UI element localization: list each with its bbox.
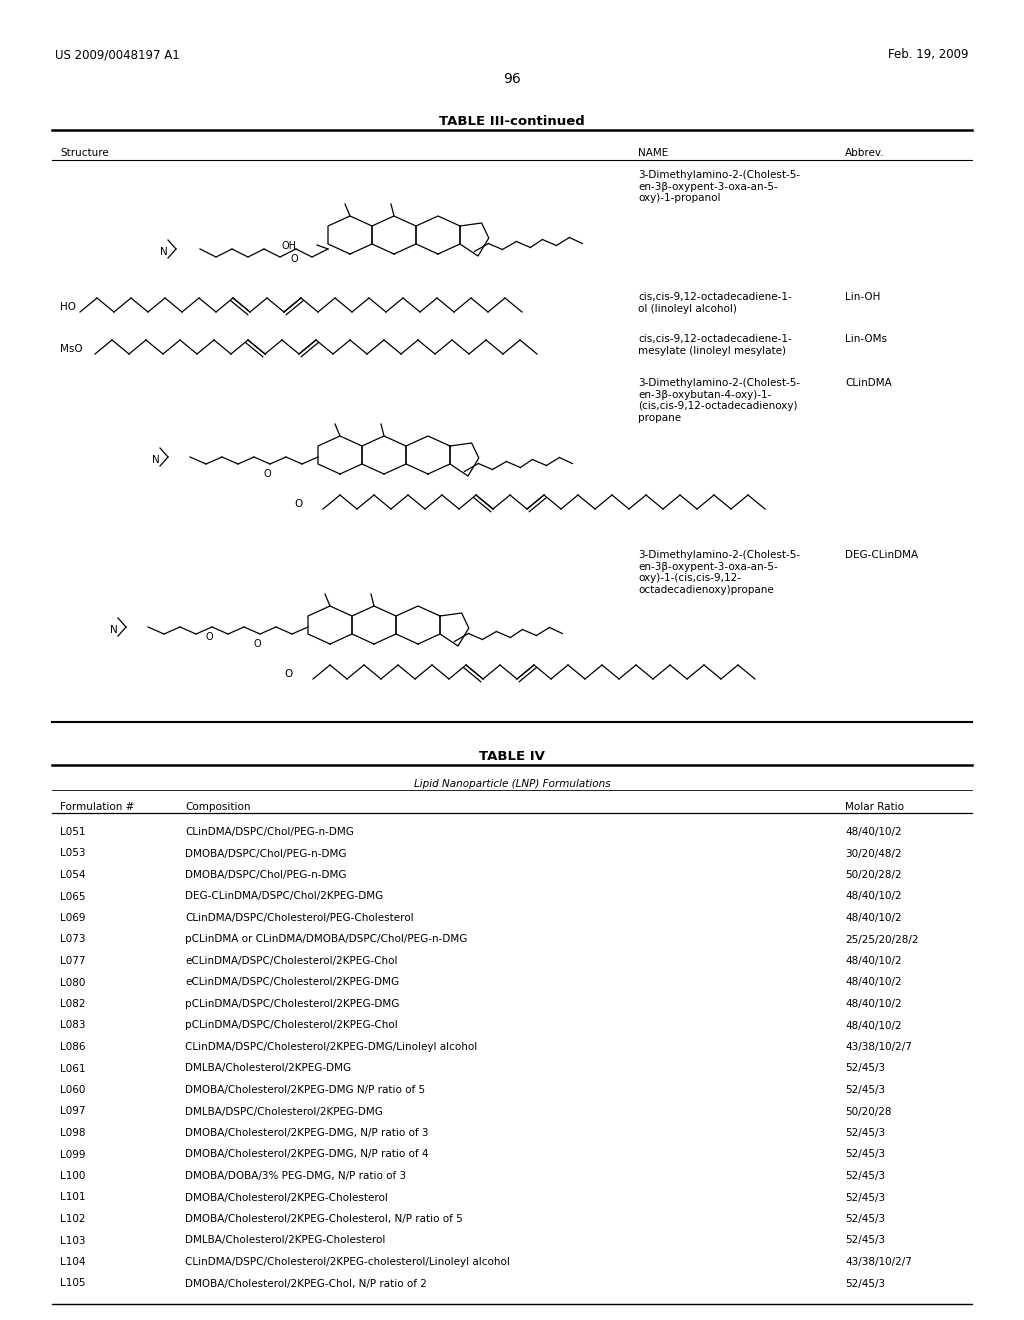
- Text: 43/38/10/2/7: 43/38/10/2/7: [845, 1041, 912, 1052]
- Text: Composition: Composition: [185, 803, 251, 812]
- Text: DMOBA/DSPC/Chol/PEG-n-DMG: DMOBA/DSPC/Chol/PEG-n-DMG: [185, 849, 346, 858]
- Text: eCLinDMA/DSPC/Cholesterol/2KPEG-Chol: eCLinDMA/DSPC/Cholesterol/2KPEG-Chol: [185, 956, 397, 966]
- Text: O: O: [263, 469, 270, 479]
- Text: 3-Dimethylamino-2-(Cholest-5-
en-3β-oxypent-3-oxa-an-5-
oxy)-1-propanol: 3-Dimethylamino-2-(Cholest-5- en-3β-oxyp…: [638, 170, 800, 203]
- Text: cis,cis-9,12-octadecadiene-1-
ol (linoleyl alcohol): cis,cis-9,12-octadecadiene-1- ol (linole…: [638, 292, 792, 314]
- Text: 48/40/10/2: 48/40/10/2: [845, 913, 901, 923]
- Text: 50/20/28/2: 50/20/28/2: [845, 870, 901, 880]
- Text: CLinDMA: CLinDMA: [845, 378, 892, 388]
- Text: 52/45/3: 52/45/3: [845, 1192, 885, 1203]
- Text: L086: L086: [60, 1041, 85, 1052]
- Text: L080: L080: [60, 978, 85, 987]
- Text: L065: L065: [60, 891, 85, 902]
- Text: L103: L103: [60, 1236, 85, 1246]
- Text: O: O: [290, 253, 298, 264]
- Text: 48/40/10/2: 48/40/10/2: [845, 891, 901, 902]
- Text: Lin-OMs: Lin-OMs: [845, 334, 887, 345]
- Text: L098: L098: [60, 1129, 85, 1138]
- Text: DMOBA/Cholesterol/2KPEG-Chol, N/P ratio of 2: DMOBA/Cholesterol/2KPEG-Chol, N/P ratio …: [185, 1279, 427, 1288]
- Text: Lin-OH: Lin-OH: [845, 292, 881, 302]
- Text: Feb. 19, 2009: Feb. 19, 2009: [889, 48, 969, 61]
- Text: L060: L060: [60, 1085, 85, 1096]
- Text: DMOBA/Cholesterol/2KPEG-Cholesterol: DMOBA/Cholesterol/2KPEG-Cholesterol: [185, 1192, 388, 1203]
- Text: DMOBA/Cholesterol/2KPEG-DMG, N/P ratio of 4: DMOBA/Cholesterol/2KPEG-DMG, N/P ratio o…: [185, 1150, 428, 1159]
- Text: L082: L082: [60, 999, 85, 1008]
- Text: Abbrev.: Abbrev.: [845, 148, 885, 158]
- Text: L097: L097: [60, 1106, 85, 1117]
- Text: DEG-CLinDMA: DEG-CLinDMA: [845, 550, 919, 560]
- Text: CLinDMA/DSPC/Chol/PEG-n-DMG: CLinDMA/DSPC/Chol/PEG-n-DMG: [185, 828, 354, 837]
- Text: L051: L051: [60, 828, 85, 837]
- Text: TABLE III-continued: TABLE III-continued: [439, 115, 585, 128]
- Text: cis,cis-9,12-octadecadiene-1-
mesylate (linoleyl mesylate): cis,cis-9,12-octadecadiene-1- mesylate (…: [638, 334, 792, 355]
- Text: L100: L100: [60, 1171, 85, 1181]
- Text: 50/20/28: 50/20/28: [845, 1106, 892, 1117]
- Text: 3-Dimethylamino-2-(Cholest-5-
en-3β-oxypent-3-oxa-an-5-
oxy)-1-(cis,cis-9,12-
oc: 3-Dimethylamino-2-(Cholest-5- en-3β-oxyp…: [638, 550, 800, 595]
- Text: DMOBA/DOBA/3% PEG-DMG, N/P ratio of 3: DMOBA/DOBA/3% PEG-DMG, N/P ratio of 3: [185, 1171, 407, 1181]
- Text: 48/40/10/2: 48/40/10/2: [845, 1020, 901, 1031]
- Text: 48/40/10/2: 48/40/10/2: [845, 956, 901, 966]
- Text: MsO: MsO: [60, 345, 83, 354]
- Text: L105: L105: [60, 1279, 85, 1288]
- Text: HO: HO: [60, 302, 76, 312]
- Text: L054: L054: [60, 870, 85, 880]
- Text: CLinDMA/DSPC/Cholesterol/PEG-Cholesterol: CLinDMA/DSPC/Cholesterol/PEG-Cholesterol: [185, 913, 414, 923]
- Text: DMOBA/Cholesterol/2KPEG-Cholesterol, N/P ratio of 5: DMOBA/Cholesterol/2KPEG-Cholesterol, N/P…: [185, 1214, 463, 1224]
- Text: 52/45/3: 52/45/3: [845, 1171, 885, 1181]
- Text: L053: L053: [60, 849, 85, 858]
- Text: L104: L104: [60, 1257, 85, 1267]
- Text: N: N: [111, 624, 118, 635]
- Text: Structure: Structure: [60, 148, 109, 158]
- Text: DMOBA/Cholesterol/2KPEG-DMG N/P ratio of 5: DMOBA/Cholesterol/2KPEG-DMG N/P ratio of…: [185, 1085, 425, 1096]
- Text: 52/45/3: 52/45/3: [845, 1085, 885, 1096]
- Text: N: N: [153, 455, 160, 465]
- Text: L077: L077: [60, 956, 85, 966]
- Text: 48/40/10/2: 48/40/10/2: [845, 978, 901, 987]
- Text: 96: 96: [503, 73, 521, 86]
- Text: L061: L061: [60, 1064, 85, 1073]
- Text: 3-Dimethylamino-2-(Cholest-5-
en-3β-oxybutan-4-oxy)-1-
(cis,cis-9,12-octadecadie: 3-Dimethylamino-2-(Cholest-5- en-3β-oxyb…: [638, 378, 800, 422]
- Text: O: O: [295, 499, 303, 510]
- Text: pCLinDMA/DSPC/Cholesterol/2KPEG-Chol: pCLinDMA/DSPC/Cholesterol/2KPEG-Chol: [185, 1020, 397, 1031]
- Text: CLinDMA/DSPC/Cholesterol/2KPEG-cholesterol/Linoleyl alcohol: CLinDMA/DSPC/Cholesterol/2KPEG-cholester…: [185, 1257, 510, 1267]
- Text: O: O: [205, 632, 213, 642]
- Text: pCLinDMA or CLinDMA/DMOBA/DSPC/Chol/PEG-n-DMG: pCLinDMA or CLinDMA/DMOBA/DSPC/Chol/PEG-…: [185, 935, 467, 945]
- Text: Molar Ratio: Molar Ratio: [845, 803, 904, 812]
- Text: 52/45/3: 52/45/3: [845, 1214, 885, 1224]
- Text: 52/45/3: 52/45/3: [845, 1129, 885, 1138]
- Text: L073: L073: [60, 935, 85, 945]
- Text: N: N: [160, 247, 168, 257]
- Text: TABLE IV: TABLE IV: [479, 750, 545, 763]
- Text: DMOBA/Cholesterol/2KPEG-DMG, N/P ratio of 3: DMOBA/Cholesterol/2KPEG-DMG, N/P ratio o…: [185, 1129, 428, 1138]
- Text: DMLBA/Cholesterol/2KPEG-DMG: DMLBA/Cholesterol/2KPEG-DMG: [185, 1064, 351, 1073]
- Text: 52/45/3: 52/45/3: [845, 1150, 885, 1159]
- Text: OH: OH: [282, 242, 297, 251]
- Text: L083: L083: [60, 1020, 85, 1031]
- Text: Formulation #: Formulation #: [60, 803, 134, 812]
- Text: pCLinDMA/DSPC/Cholesterol/2KPEG-DMG: pCLinDMA/DSPC/Cholesterol/2KPEG-DMG: [185, 999, 399, 1008]
- Text: DMLBA/DSPC/Cholesterol/2KPEG-DMG: DMLBA/DSPC/Cholesterol/2KPEG-DMG: [185, 1106, 383, 1117]
- Text: eCLinDMA/DSPC/Cholesterol/2KPEG-DMG: eCLinDMA/DSPC/Cholesterol/2KPEG-DMG: [185, 978, 399, 987]
- Text: 25/25/20/28/2: 25/25/20/28/2: [845, 935, 919, 945]
- Text: 48/40/10/2: 48/40/10/2: [845, 828, 901, 837]
- Text: DMLBA/Cholesterol/2KPEG-Cholesterol: DMLBA/Cholesterol/2KPEG-Cholesterol: [185, 1236, 385, 1246]
- Text: DEG-CLinDMA/DSPC/Chol/2KPEG-DMG: DEG-CLinDMA/DSPC/Chol/2KPEG-DMG: [185, 891, 383, 902]
- Text: 52/45/3: 52/45/3: [845, 1279, 885, 1288]
- Text: CLinDMA/DSPC/Cholesterol/2KPEG-DMG/Linoleyl alcohol: CLinDMA/DSPC/Cholesterol/2KPEG-DMG/Linol…: [185, 1041, 477, 1052]
- Text: L099: L099: [60, 1150, 85, 1159]
- Text: 48/40/10/2: 48/40/10/2: [845, 999, 901, 1008]
- Text: Lipid Nanoparticle (LNP) Formulations: Lipid Nanoparticle (LNP) Formulations: [414, 779, 610, 789]
- Text: O: O: [285, 669, 293, 678]
- Text: US 2009/0048197 A1: US 2009/0048197 A1: [55, 48, 180, 61]
- Text: L102: L102: [60, 1214, 85, 1224]
- Text: 43/38/10/2/7: 43/38/10/2/7: [845, 1257, 912, 1267]
- Text: DMOBA/DSPC/Chol/PEG-n-DMG: DMOBA/DSPC/Chol/PEG-n-DMG: [185, 870, 346, 880]
- Text: O: O: [253, 639, 261, 649]
- Text: L069: L069: [60, 913, 85, 923]
- Text: NAME: NAME: [638, 148, 669, 158]
- Text: L101: L101: [60, 1192, 85, 1203]
- Text: 52/45/3: 52/45/3: [845, 1064, 885, 1073]
- Text: 52/45/3: 52/45/3: [845, 1236, 885, 1246]
- Text: 30/20/48/2: 30/20/48/2: [845, 849, 901, 858]
